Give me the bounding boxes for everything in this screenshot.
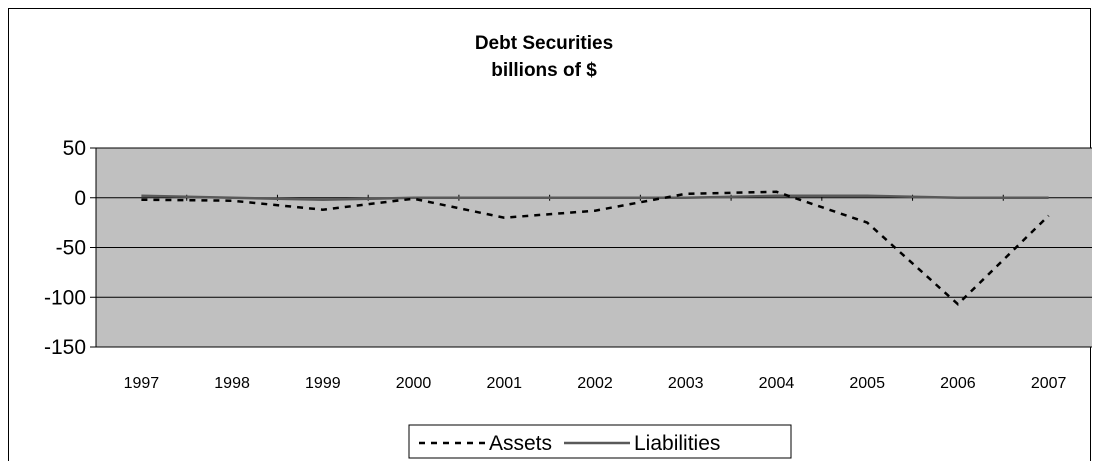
y-tick-label: -150: [44, 336, 86, 359]
legend: Assets Liabilities: [409, 425, 791, 458]
x-tick-label: 2003: [668, 375, 704, 392]
x-tick-label: 2002: [577, 375, 613, 392]
x-tick-label: 2000: [396, 375, 432, 392]
y-tick-label: -50: [56, 237, 86, 260]
x-tick-label: 2005: [849, 375, 885, 392]
x-tick-label: 1997: [124, 375, 160, 392]
x-tick-label: 2004: [759, 375, 795, 392]
legend-box: [409, 425, 791, 458]
y-tick-label: 50: [63, 137, 86, 160]
plot-area: 50 0 -50 -100 -150 1997 1998 1999 2000 2001 2002 20…: [44, 137, 1092, 392]
legend-label-liabilities: Liabilities: [634, 432, 720, 455]
x-tick-label: 1999: [305, 375, 341, 392]
y-tick-label: -100: [44, 286, 86, 309]
x-tick-label: 1998: [214, 375, 250, 392]
x-tick-label: 2001: [486, 375, 522, 392]
x-tick-label: 2006: [940, 375, 976, 392]
chart-svg: Debt Securities billions of $ 50 0 -50 -100…: [9, 9, 1092, 462]
chart-subtitle: billions of $: [491, 60, 597, 81]
chart-frame: Debt Securities billions of $ 50 0 -50 -100…: [8, 8, 1091, 461]
legend-label-assets: Assets: [489, 432, 552, 455]
chart-title: Debt Securities: [475, 33, 613, 54]
y-tick-label: 0: [74, 187, 86, 210]
x-tick-label: 2007: [1031, 375, 1067, 392]
